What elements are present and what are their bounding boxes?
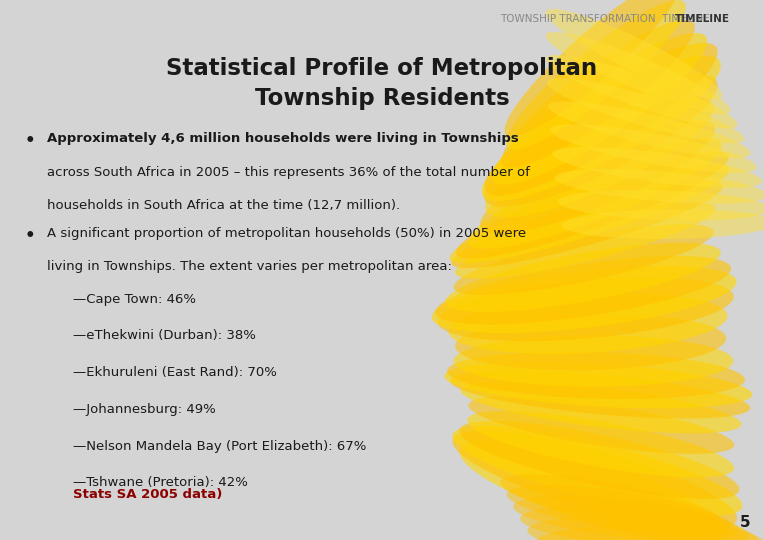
Ellipse shape bbox=[550, 124, 756, 173]
Ellipse shape bbox=[452, 426, 743, 516]
Text: across South Africa in 2005 – this represents 36% of the total number of: across South Africa in 2005 – this repre… bbox=[47, 166, 530, 179]
Ellipse shape bbox=[548, 102, 751, 158]
Ellipse shape bbox=[435, 256, 731, 325]
Text: Statistical Profile of Metropolitan: Statistical Profile of Metropolitan bbox=[167, 57, 597, 80]
Text: •: • bbox=[24, 132, 35, 150]
Ellipse shape bbox=[506, 0, 686, 150]
Text: —Cape Town: 46%: —Cape Town: 46% bbox=[73, 293, 196, 306]
Ellipse shape bbox=[432, 266, 736, 333]
Text: living in Townships. The extent varies per metropolitan area:: living in Townships. The extent varies p… bbox=[47, 260, 452, 273]
Text: Township Residents: Township Residents bbox=[254, 87, 510, 111]
Ellipse shape bbox=[562, 209, 764, 239]
Ellipse shape bbox=[485, 98, 714, 218]
Ellipse shape bbox=[452, 181, 723, 268]
Ellipse shape bbox=[500, 475, 722, 530]
Ellipse shape bbox=[454, 224, 714, 295]
Text: —Ekhuruleni (East Rand): 70%: —Ekhuruleni (East Rand): 70% bbox=[73, 366, 277, 379]
Text: —Johannesburg: 49%: —Johannesburg: 49% bbox=[73, 403, 215, 416]
Ellipse shape bbox=[468, 396, 734, 454]
Ellipse shape bbox=[455, 314, 726, 370]
Text: A significant proportion of metropolitan households (50%) in 2005 were: A significant proportion of metropolitan… bbox=[47, 227, 526, 240]
Ellipse shape bbox=[501, 20, 695, 167]
Ellipse shape bbox=[480, 120, 715, 233]
Ellipse shape bbox=[449, 164, 730, 264]
Ellipse shape bbox=[555, 169, 764, 204]
Ellipse shape bbox=[545, 32, 730, 114]
Ellipse shape bbox=[468, 138, 722, 249]
Ellipse shape bbox=[535, 524, 764, 540]
Ellipse shape bbox=[459, 421, 740, 499]
Ellipse shape bbox=[467, 411, 734, 477]
Ellipse shape bbox=[507, 485, 731, 535]
Ellipse shape bbox=[493, 33, 707, 185]
Ellipse shape bbox=[448, 294, 727, 354]
Ellipse shape bbox=[545, 9, 723, 99]
Text: •: • bbox=[24, 227, 35, 245]
Text: —Nelson Mandela Bay (Port Elizabeth): 67%: —Nelson Mandela Bay (Port Elizabeth): 67… bbox=[73, 440, 366, 453]
Text: TOWNSHIP TRANSFORMATION  TIMELINE: TOWNSHIP TRANSFORMATION TIMELINE bbox=[500, 14, 711, 24]
Ellipse shape bbox=[455, 151, 729, 259]
Ellipse shape bbox=[455, 202, 715, 279]
Ellipse shape bbox=[452, 431, 737, 529]
Text: TIMELINE: TIMELINE bbox=[675, 14, 730, 24]
Text: 5: 5 bbox=[740, 515, 750, 530]
Ellipse shape bbox=[504, 0, 682, 137]
Ellipse shape bbox=[484, 43, 717, 195]
Ellipse shape bbox=[520, 506, 748, 540]
Ellipse shape bbox=[459, 441, 725, 540]
Text: Stats SA 2005 data): Stats SA 2005 data) bbox=[73, 488, 222, 501]
Ellipse shape bbox=[552, 147, 762, 188]
Ellipse shape bbox=[450, 370, 750, 419]
Ellipse shape bbox=[513, 496, 740, 540]
Text: —Tshwane (Pretoria): 42%: —Tshwane (Pretoria): 42% bbox=[73, 476, 248, 489]
Ellipse shape bbox=[546, 55, 737, 129]
Text: —eThekwini (Durban): 38%: —eThekwini (Durban): 38% bbox=[73, 329, 255, 342]
Ellipse shape bbox=[558, 190, 764, 220]
Ellipse shape bbox=[481, 56, 721, 201]
Ellipse shape bbox=[527, 515, 756, 540]
Ellipse shape bbox=[438, 278, 733, 341]
Text: households in South Africa at the time (12,7 million).: households in South Africa at the time (… bbox=[47, 199, 400, 212]
Ellipse shape bbox=[484, 75, 717, 206]
Ellipse shape bbox=[547, 78, 744, 143]
Ellipse shape bbox=[453, 335, 733, 387]
Ellipse shape bbox=[461, 381, 741, 433]
Text: Approximately 4,6 million households were living in Townships: Approximately 4,6 million households wer… bbox=[47, 132, 519, 145]
Ellipse shape bbox=[447, 352, 745, 399]
Ellipse shape bbox=[444, 362, 753, 408]
Ellipse shape bbox=[445, 242, 720, 312]
